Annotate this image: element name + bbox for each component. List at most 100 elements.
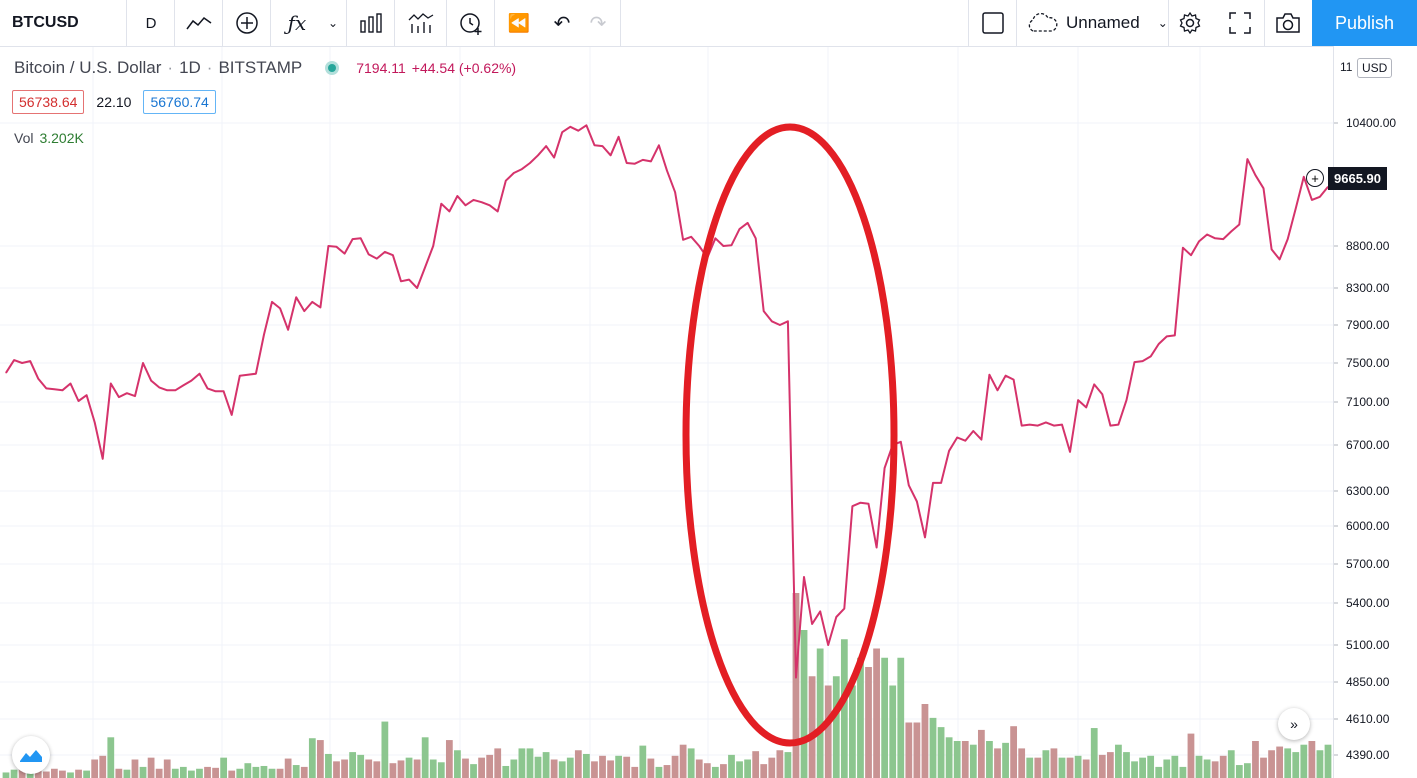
volume-bar [308,738,316,778]
price-point [69,382,72,385]
price-point [190,379,193,382]
volume-bar [381,721,389,778]
price-point [513,172,515,174]
chart-type-icon[interactable] [176,0,222,46]
volume-bar [558,761,566,778]
volume-bar [1123,752,1130,778]
volume-bar [1147,755,1155,778]
price-point [658,144,660,146]
price-point [1125,399,1128,401]
axis-top-partial: 11 [1340,60,1353,74]
y-tick-label: 5700.00 [1346,557,1390,571]
symbol-search-button[interactable]: BTCUSD [12,14,79,31]
legend-interval: 1D [179,58,201,77]
y-tick-label: 6300.00 [1346,484,1390,498]
price-point [142,362,144,364]
volume-bar [1131,761,1138,778]
price-point [1109,425,1111,427]
redo-icon[interactable]: ↷ [589,12,607,35]
volume-bar [10,769,18,778]
volume-bar [873,648,880,778]
price-point [134,395,136,397]
price-point [480,201,483,203]
chevron-down-icon[interactable]: ⌄ [327,16,339,30]
volume-bar [18,768,26,778]
volume-bar [300,766,308,778]
price-point [472,199,475,201]
volume-bar [341,759,348,778]
volume-bar [1300,744,1308,778]
undo-icon[interactable]: ↶ [553,12,571,35]
volume-bar [663,765,671,778]
price-point [1101,393,1103,395]
ask-price[interactable]: 56760.74 [143,90,216,114]
indicators-icon[interactable]: ƒx [287,11,307,35]
volume-bar [155,768,163,778]
volume-bar [679,744,687,778]
volume-bar [921,704,929,778]
currency-label[interactable]: USD [1357,58,1393,78]
plus-icon[interactable]: + [1306,169,1324,187]
price-point [1222,238,1224,240]
scroll-to-latest-icon[interactable]: » [1278,708,1310,740]
publish-button[interactable]: Publish [1312,0,1417,46]
price-point [795,676,797,679]
financials-icon[interactable] [396,0,446,46]
price-point [1246,158,1248,160]
alert-clock-icon[interactable] [448,0,494,46]
volume-bar [357,754,365,778]
volume-bar [204,766,211,778]
volume-bar [115,768,123,778]
volume-bar [179,766,187,778]
volume-bar [147,757,155,778]
fullscreen-square-icon[interactable] [970,0,1016,46]
volume-bar [1316,750,1324,778]
fullscreen-expand-icon[interactable] [1218,0,1262,46]
price-point [5,372,7,374]
price-point [521,168,523,170]
price-point [1093,383,1095,386]
volume-bar [1260,757,1267,778]
volume-bar [502,765,510,778]
volume-bar [1187,733,1195,778]
price-point [1045,421,1047,424]
annotation-ellipse[interactable] [682,123,898,747]
layout-menu-button[interactable]: Unnamed ⌄ [1018,0,1168,46]
volume-bar [1002,742,1009,778]
price-point [376,258,378,260]
volume-bar [196,768,203,778]
legend-pair: Bitcoin / U.S. Dollar [14,58,162,77]
price-point [1238,223,1240,226]
volume-bar [1082,759,1090,778]
price-point [198,373,201,375]
volume-bar [1203,759,1211,778]
y-tick-label: 4610.00 [1346,712,1390,726]
price-point [416,287,418,289]
camera-icon[interactable] [1266,0,1310,46]
price-point [674,191,676,193]
price-point [408,279,410,281]
price-point [755,237,757,239]
price-point [61,389,64,391]
volume-bar [284,758,292,778]
bid-price[interactable]: 56738.64 [12,90,85,114]
settings-gear-icon[interactable] [1170,0,1210,46]
volume-bar [784,752,792,778]
volume-bar [913,722,921,778]
volume-bar [905,722,913,778]
volume-bar [397,760,405,778]
volume-bar [59,770,66,778]
price-point [916,500,918,503]
tradingview-logo-icon[interactable] [12,736,50,774]
volume-bar [550,759,558,778]
interval-button[interactable]: D [145,14,157,32]
price-point [964,440,966,442]
volume-bar [83,770,90,778]
volume-bar [389,763,397,778]
price-axis[interactable]: 10400.00 8800.00 8300.00 7900.00 7500.00 7100… [1333,46,1417,778]
replay-icon[interactable]: ⏪ [507,12,531,33]
price-point [537,154,539,156]
templates-icon[interactable] [348,0,394,46]
compare-add-icon[interactable] [224,0,270,46]
